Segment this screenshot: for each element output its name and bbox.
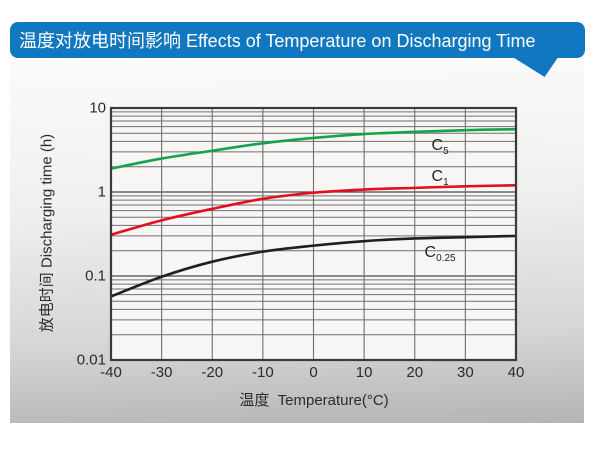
title-banner: 温度对放电时间影响 Effects of Temperature on Disc… xyxy=(10,22,585,58)
curve-label-C1: C1 xyxy=(431,168,449,189)
x-tick-label: -20 xyxy=(201,364,224,381)
x-tick-label: -10 xyxy=(252,364,274,381)
x-tick-label: -30 xyxy=(150,364,173,381)
y-axis-title: 放电时间 Discharging time (h) xyxy=(38,133,56,333)
curve-label-C5: C5 xyxy=(431,137,449,158)
y-tick-label: 0.01 xyxy=(76,351,106,369)
y-tick-label: 0.1 xyxy=(85,267,106,285)
page-title: 温度对放电时间影响 Effects of Temperature on Disc… xyxy=(19,31,536,51)
x-tick-label: 40 xyxy=(507,364,525,381)
x-tick-label: -40 xyxy=(100,364,122,381)
x-tick-label: 30 xyxy=(457,364,474,381)
x-tick-label: 10 xyxy=(355,364,373,381)
y-tick-label: 1 xyxy=(97,183,106,201)
x-axis-title: 温度 Temperature(°C) xyxy=(239,392,389,409)
x-tick-label: 0 xyxy=(309,364,318,381)
x-tick-label: 20 xyxy=(406,364,424,381)
y-tick-label: 10 xyxy=(89,99,106,117)
curve-label-C0.25: C0.25 xyxy=(424,243,456,264)
